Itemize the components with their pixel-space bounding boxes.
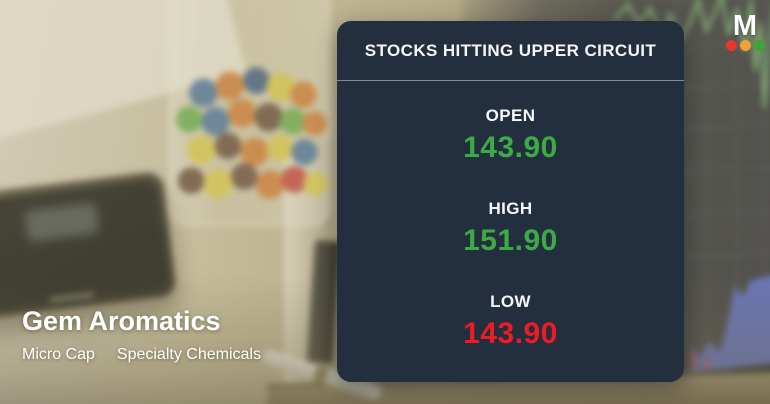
- brand-logo-dots: [720, 40, 770, 51]
- brand-logo-letter: M: [732, 10, 758, 42]
- metrics-list: OPEN 143.90 HIGH 151.90 LOW 143.90: [337, 81, 684, 382]
- logo-dot-green: [753, 40, 765, 51]
- metric-low-label: LOW: [490, 292, 531, 311]
- stock-info: Gem Aromatics Micro Cap Specialty Chemic…: [22, 306, 261, 364]
- metric-open-label: OPEN: [485, 106, 536, 125]
- metric-low-value: 143.90: [463, 317, 558, 350]
- metric-open: OPEN 143.90: [337, 106, 684, 165]
- panel-title: STOCKS HITTING UPPER CIRCUIT: [364, 40, 657, 60]
- stats-panel: STOCKS HITTING UPPER CIRCUIT OPEN 143.90…: [337, 21, 684, 382]
- panel-divider: [337, 80, 684, 81]
- stock-tag-sector: Specialty Chemicals: [116, 346, 261, 363]
- stock-tags: Micro Cap Specialty Chemicals: [22, 346, 261, 364]
- logo-dot-red: [725, 40, 737, 51]
- candy-jar: [168, 0, 330, 226]
- logo-dot-orange: [739, 40, 751, 51]
- metric-high: HIGH 151.90: [337, 199, 684, 258]
- stock-tag-market-cap: Micro Cap: [22, 346, 95, 363]
- metric-open-value: 143.90: [463, 131, 558, 164]
- metric-low: LOW 143.90: [337, 292, 684, 351]
- brand-logo: M: [720, 10, 770, 51]
- stock-name: Gem Aromatics: [22, 306, 221, 336]
- metric-high-value: 151.90: [463, 224, 558, 257]
- metric-high-label: HIGH: [488, 199, 533, 218]
- candy-jar-illustration: [175, 67, 328, 199]
